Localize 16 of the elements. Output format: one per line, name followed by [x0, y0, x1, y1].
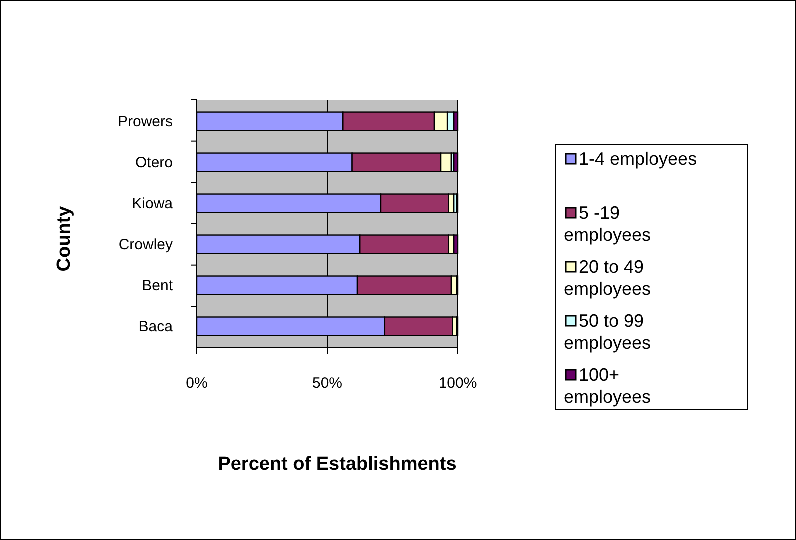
legend-label: 5 -19 employees: [564, 203, 652, 245]
y-tick-label: Otero: [135, 154, 173, 172]
y-tick-label: Bent: [142, 277, 174, 294]
x-tick-label: 50%: [312, 375, 343, 392]
y-tick-label: Prowers: [118, 114, 173, 131]
x-tick-label: 100%: [438, 375, 478, 392]
x-axis-title: Percent of Establishments: [218, 454, 457, 475]
x-tick-label: 0%: [186, 375, 208, 392]
legend-label: 50 to 99 employees: [564, 311, 652, 353]
y-tick-label: Baca: [138, 318, 174, 336]
legend-label: 1-4 employees: [579, 149, 698, 169]
y-tick-label: Kiowa: [132, 196, 174, 213]
y-tick-label: Crowley: [118, 236, 174, 254]
legend-label: 100+ employees: [564, 365, 652, 407]
legend-label: 20 to 49 employees: [564, 257, 652, 299]
y-axis-title: County: [54, 206, 75, 272]
